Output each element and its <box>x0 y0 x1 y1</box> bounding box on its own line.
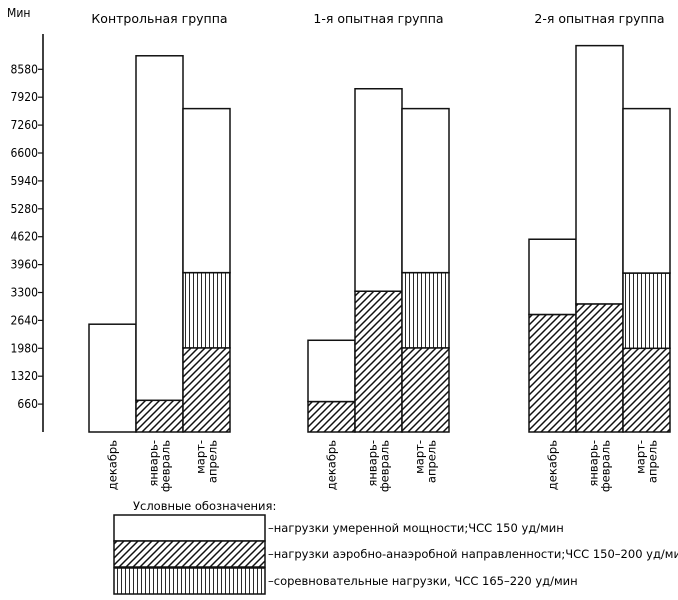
y-tick-label: 3300 <box>11 286 39 300</box>
bar-segment-aerobic <box>401 347 450 433</box>
category-label: декабрь <box>325 440 339 490</box>
category-label: декабрь <box>106 440 120 490</box>
bar-segment-competitive <box>182 271 231 349</box>
y-tick-label: 1320 <box>11 369 39 383</box>
y-tick-label: 5280 <box>11 202 39 216</box>
bar-segment-competitive <box>622 272 671 350</box>
y-tick-label: 7260 <box>11 118 39 132</box>
y-tick-label: 8580 <box>11 62 39 76</box>
category-label: декабрь <box>546 440 560 490</box>
bar-segment-moderate <box>575 44 624 305</box>
bar-segment-moderate <box>88 323 137 433</box>
bar-segment-moderate <box>354 87 403 292</box>
legend-label: –нагрузки аэробно-анаэробной направленно… <box>268 547 678 561</box>
category-label: январь-февраль <box>147 440 173 492</box>
category-label: январь-февраль <box>587 440 613 492</box>
category-label: март-апрель <box>634 440 660 483</box>
bar-segment-moderate <box>401 107 450 274</box>
category-label: март-апрель <box>413 440 439 483</box>
legend-label: –нагрузки умеренной мощности;ЧСС 150 уд/… <box>268 521 564 535</box>
y-axis: Мин 660 1320 1980 2640 3300 3960 4620 5280 5940 66… <box>7 6 44 432</box>
y-tick-label: 4620 <box>11 230 39 244</box>
group-title: Контрольная группа <box>91 11 227 26</box>
y-tick-label: 6600 <box>11 146 39 160</box>
y-tick-label: 5940 <box>11 174 39 188</box>
bar-segment-aerobic <box>622 347 671 433</box>
category-labels: декабрь январь-февраль март-апрель декабрь я… <box>106 440 660 492</box>
group-title: 1-я опытная группа <box>313 11 443 26</box>
legend-title: Условные обозначения: <box>133 499 276 513</box>
bar-segment-aerobic <box>575 303 624 433</box>
bar-segment-aerobic <box>135 399 184 433</box>
legend-swatch-moderate <box>113 514 266 542</box>
bar-segment-moderate <box>182 107 231 274</box>
bar-segment-moderate <box>307 339 356 403</box>
y-tick-label: 3960 <box>11 258 39 272</box>
bar-segment-aerobic <box>307 400 356 433</box>
bar-segment-moderate <box>135 55 184 402</box>
bar-segment-aerobic <box>528 313 577 433</box>
y-tick-label: 660 <box>17 397 38 411</box>
group-titles: Контрольная группа 1-я опытная группа 2-я … <box>91 11 664 26</box>
group-title: 2-я опытная группа <box>534 11 664 26</box>
bar-segment-aerobic <box>354 290 403 433</box>
bars <box>88 44 671 433</box>
category-label: январь-февраль <box>366 440 392 492</box>
legend-swatch-competitive <box>113 567 266 595</box>
category-label: март-апрель <box>194 440 220 483</box>
legend-label: –соревновательные нагрузки, ЧСС 165–220 … <box>268 574 578 588</box>
y-tick-label: 7920 <box>11 90 39 104</box>
bar-segment-moderate <box>528 238 577 316</box>
bar-segment-competitive <box>401 271 450 349</box>
bar-segment-aerobic <box>182 347 231 433</box>
y-tick-label: 2640 <box>11 313 39 327</box>
legend: Условные обозначения: –нагрузки умеренной… <box>113 499 678 595</box>
y-axis-label: Мин <box>7 6 30 20</box>
legend-swatch-aerobic <box>113 540 266 568</box>
bar-segment-moderate <box>622 107 671 274</box>
y-tick-label: 1980 <box>11 341 39 355</box>
